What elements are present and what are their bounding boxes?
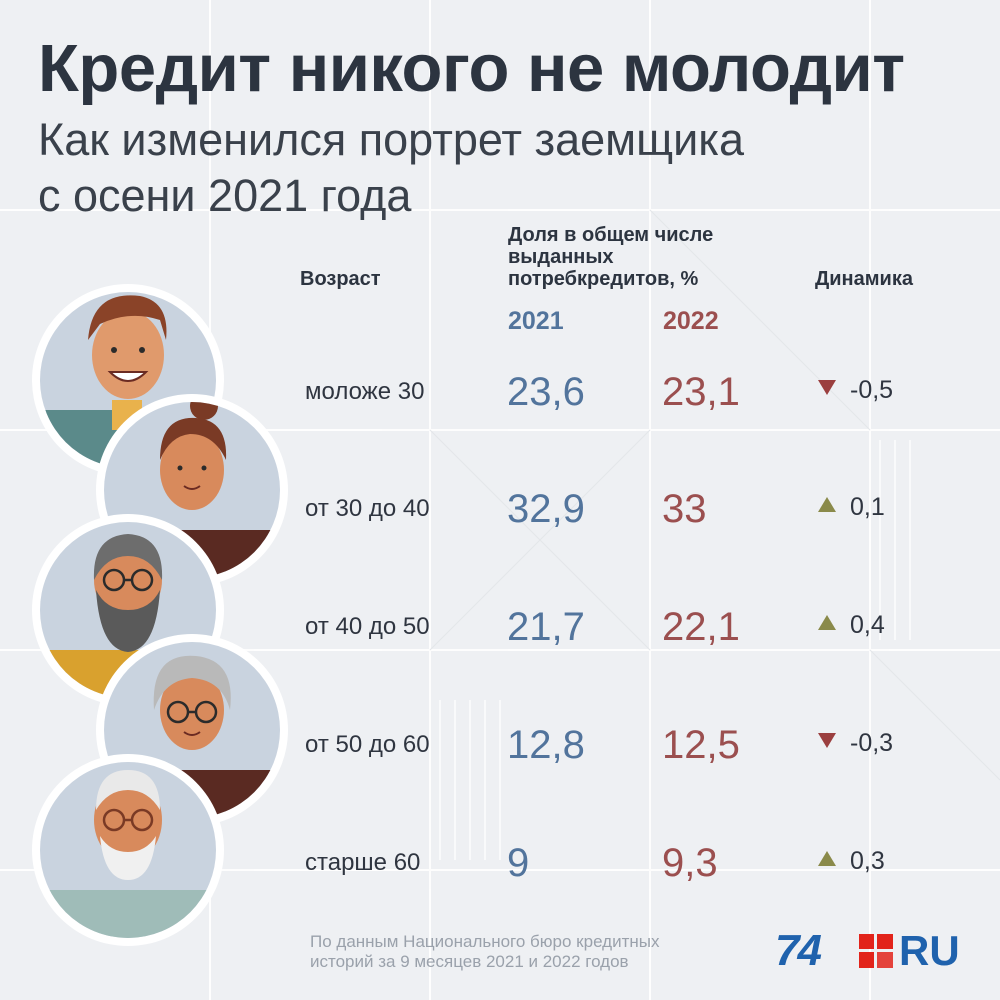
value-2022: 12,5 [662,723,740,767]
dynamics-cell: -0,5 [818,376,893,405]
value-2022: 22,1 [662,605,740,649]
age-label: от 50 до 60 [305,731,430,758]
triangle-down-icon [818,733,836,748]
source-line-2: историй за 9 месяцев 2021 и 2022 годов [310,952,629,971]
subtitle-line-2: с осени 2021 года [38,170,412,221]
column-header-dynamics: Динамика [815,268,913,290]
age-label: старше 60 [305,849,421,876]
age-label: от 40 до 50 [305,613,430,640]
value-2022: 33 [662,487,707,531]
page-title: Кредит никого не молодит [38,31,905,106]
value-2021: 9 [507,841,530,885]
logo-mark-icon [859,934,893,968]
dynamics-value: -0,5 [850,376,894,404]
age-label: моложе 30 [305,378,425,405]
logo-ru: RU [899,927,960,974]
dynamics-value: 0,4 [850,611,885,639]
dynamics-cell: 0,3 [818,847,885,876]
dynamics-cell: -0,3 [818,729,893,758]
triangle-down-icon [818,380,836,395]
subtitle-line-1: Как изменился портрет заемщика [38,114,744,165]
share-header-line-1: Доля в общем числе [508,224,714,246]
triangle-up-icon [818,497,836,512]
page-subtitle: Как изменился портрет заемщика с осени 2… [38,112,744,224]
source-line-1: По данным Национального бюро кредитных [310,932,660,951]
column-header-age: Возраст [300,268,381,290]
dynamics-value: 0,1 [850,493,885,521]
portraits-illustration [32,284,288,946]
age-label: от 30 до 40 [305,495,430,522]
triangle-up-icon [818,615,836,630]
dynamics-cell: 0,4 [818,611,885,640]
legend-2022: 2022 [663,307,719,335]
dynamics-value: 0,3 [850,847,885,875]
value-2021: 23,6 [507,370,585,414]
source-note: По данным Национального бюро кредитных и… [310,932,760,972]
share-header-line-3: потребкредитов, % [508,268,699,290]
dynamics-cell: 0,1 [818,493,885,522]
value-2021: 12,8 [507,723,585,767]
value-2022: 9,3 [662,841,718,885]
dynamics-value: -0,3 [850,729,894,757]
portrait-elderly-man [32,754,224,946]
triangle-up-icon [818,851,836,866]
legend-2021: 2021 [508,307,564,335]
value-2021: 32,9 [507,487,585,531]
column-header-share: Доля в общем числе выданных потребкредит… [508,224,758,290]
share-header-line-2: выданных [508,246,614,268]
logo-number: 74 [775,926,822,975]
value-2021: 21,7 [507,605,585,649]
value-2022: 23,1 [662,370,740,414]
